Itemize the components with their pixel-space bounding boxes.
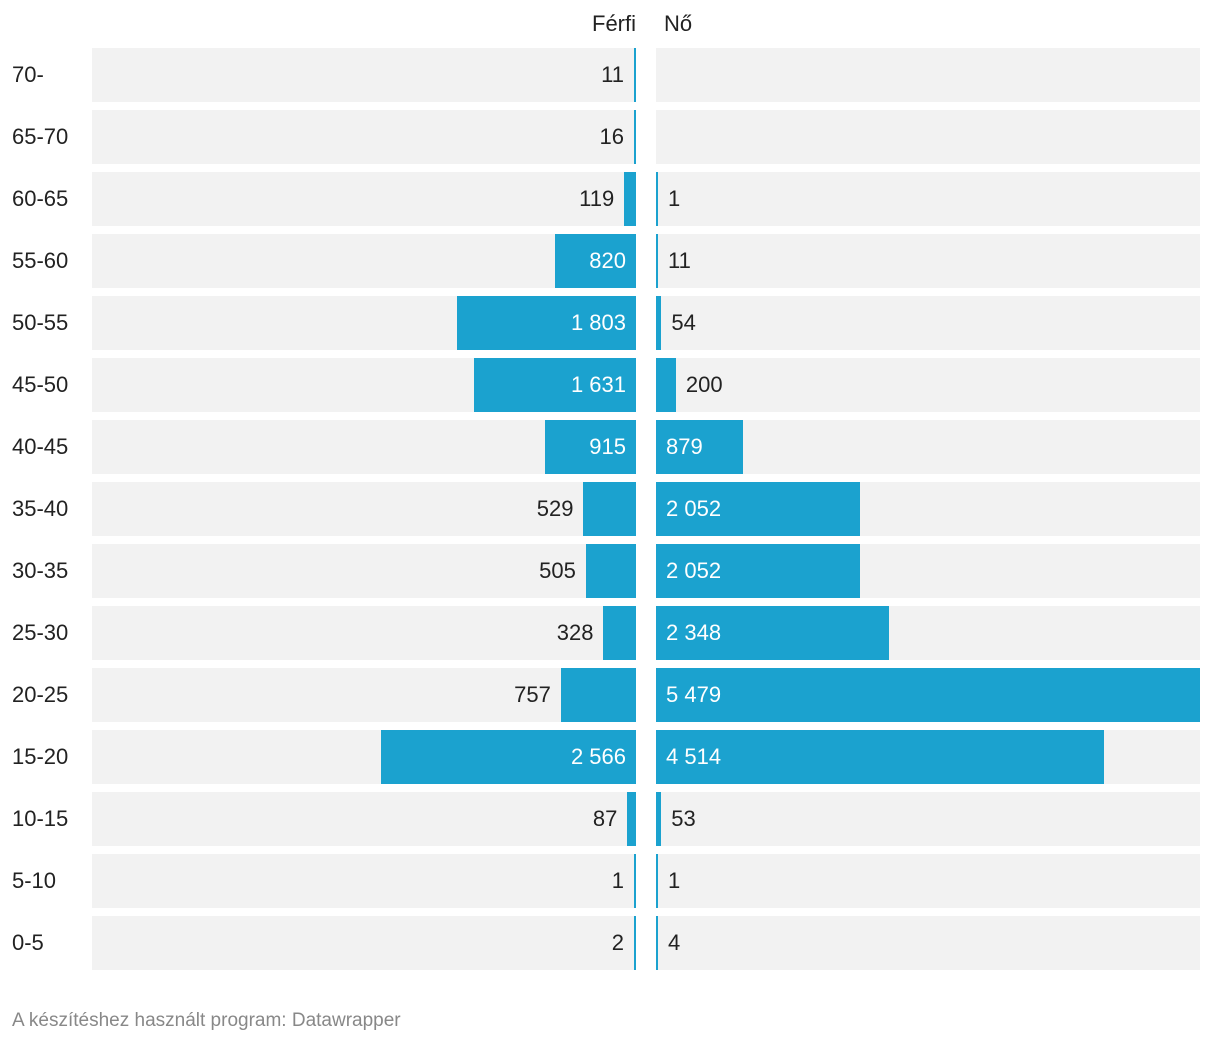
age-group-label: 60-65 — [12, 186, 69, 211]
male-bar — [634, 916, 636, 970]
female-bar — [656, 730, 1105, 784]
male-track — [92, 234, 636, 288]
male-value-label: 11 — [601, 62, 624, 87]
male-bar — [583, 482, 636, 536]
age-group-label: 20-25 — [12, 682, 69, 707]
credit-footer: A készítéshez használt program: Datawrap… — [12, 1010, 401, 1031]
age-group-label: 0-5 — [12, 930, 44, 955]
female-bar — [656, 358, 676, 412]
female-bar — [656, 854, 658, 908]
age-group-label: 50-55 — [12, 310, 69, 335]
female-track — [656, 420, 1200, 474]
male-track — [92, 48, 636, 102]
male-value-label: 505 — [539, 558, 576, 583]
female-value-label: 200 — [685, 372, 723, 397]
male-track — [92, 792, 636, 846]
age-group-label: 10-15 — [12, 806, 69, 831]
male-value-label: 1 — [611, 868, 624, 893]
female-bar — [656, 606, 890, 660]
female-track — [656, 48, 1200, 102]
female-value-label: 53 — [671, 806, 696, 831]
female-value-label: 1 — [668, 868, 681, 893]
male-bar — [456, 296, 636, 350]
female-bar — [656, 544, 860, 598]
male-value-label: 2 566 — [570, 744, 626, 769]
female-value-label: 879 — [666, 434, 703, 459]
female-value-label: 4 514 — [666, 744, 722, 769]
female-value-label: 2 052 — [666, 496, 722, 521]
legend-female-label: Nő — [664, 11, 693, 36]
female-bar — [656, 668, 1200, 722]
male-value-label: 2 — [611, 930, 624, 955]
age-group-label: 70- — [12, 62, 44, 87]
female-bar — [656, 482, 860, 536]
male-track — [92, 854, 636, 908]
male-track — [92, 606, 636, 660]
female-bar — [656, 234, 658, 288]
age-group-label: 15-20 — [12, 744, 69, 769]
male-track — [92, 110, 636, 164]
male-bar — [381, 730, 636, 784]
male-value-label: 16 — [599, 124, 624, 149]
female-track — [656, 296, 1200, 350]
age-group-label: 5-10 — [12, 868, 57, 893]
age-group-label: 45-50 — [12, 372, 69, 397]
male-value-label: 1 631 — [570, 372, 626, 397]
female-bar — [656, 792, 662, 846]
female-value-label: 5 479 — [666, 682, 722, 707]
male-bar — [560, 668, 636, 722]
male-track — [92, 172, 636, 226]
male-bar — [545, 420, 636, 474]
age-group-label: 30-35 — [12, 558, 69, 583]
female-bar — [656, 916, 658, 970]
male-track — [92, 544, 636, 598]
female-track — [656, 110, 1200, 164]
male-bar — [585, 544, 636, 598]
male-bar — [624, 172, 636, 226]
age-group-label: 25-30 — [12, 620, 69, 645]
male-value-label: 328 — [556, 620, 594, 645]
female-track — [656, 792, 1200, 846]
female-bar — [656, 172, 658, 226]
male-value-label: 529 — [536, 496, 574, 521]
male-bar — [627, 792, 636, 846]
male-value-label: 915 — [589, 434, 626, 459]
female-value-label: 54 — [671, 310, 696, 335]
female-track — [656, 172, 1200, 226]
female-value-label: 4 — [668, 930, 681, 955]
male-bar — [554, 234, 636, 288]
male-value-label: 119 — [579, 186, 615, 211]
female-value-label: 2 348 — [666, 620, 722, 645]
male-value-label: 87 — [592, 806, 618, 831]
age-group-label: 35-40 — [12, 496, 69, 521]
female-track — [656, 234, 1200, 288]
female-bar — [656, 420, 744, 474]
female-track — [656, 916, 1200, 970]
male-bar — [634, 48, 636, 102]
male-value-label: 1 803 — [570, 310, 626, 335]
male-value-label: 757 — [514, 682, 551, 707]
age-group-label: 40-45 — [12, 434, 69, 459]
male-value-label: 820 — [589, 248, 626, 273]
female-track — [656, 854, 1200, 908]
male-bar — [634, 854, 636, 908]
female-value-label: 1 — [668, 186, 681, 211]
age-group-label: 65-70 — [12, 124, 69, 149]
male-track — [92, 482, 636, 536]
female-bar — [656, 296, 662, 350]
male-bar — [603, 606, 636, 660]
female-track — [656, 358, 1200, 412]
male-bar — [474, 358, 636, 412]
legend-male-label: Férfi — [592, 11, 636, 36]
male-track — [92, 668, 636, 722]
female-value-label: 2 052 — [666, 558, 722, 583]
male-bar — [634, 110, 636, 164]
age-group-label: 55-60 — [12, 248, 69, 273]
male-track — [92, 916, 636, 970]
female-value-label: 11 — [668, 248, 691, 273]
